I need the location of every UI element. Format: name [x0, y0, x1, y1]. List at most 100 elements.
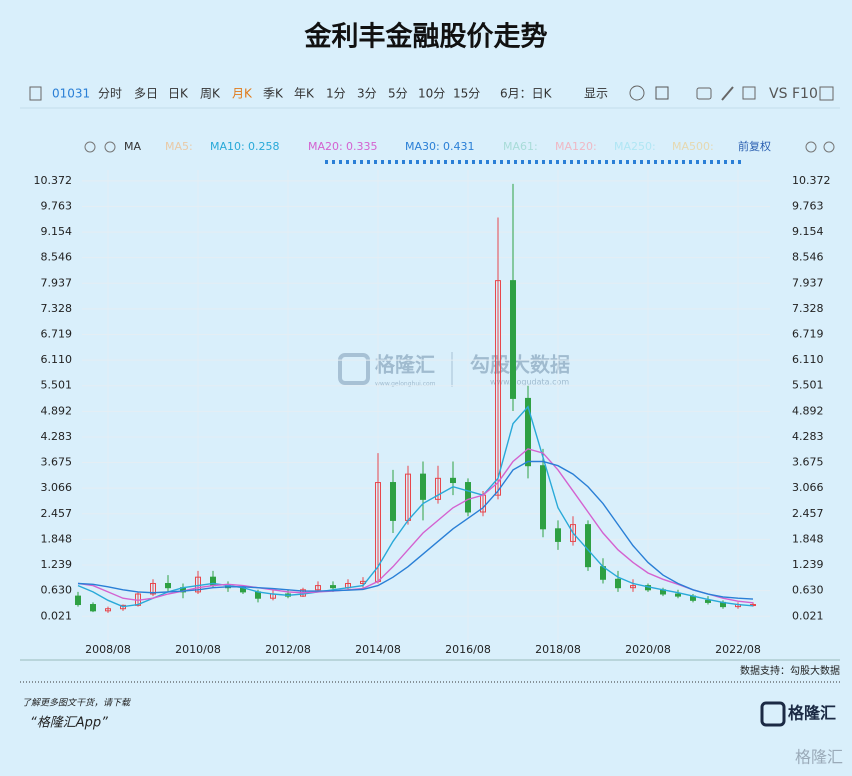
- corner-logo: 格隆汇: [795, 748, 843, 767]
- y-tick-label-right: 7.937: [792, 276, 824, 289]
- candle-body: [525, 397, 531, 467]
- panel-icon[interactable]: [819, 86, 834, 101]
- legend-inactive[interactable]: MA500:: [672, 140, 714, 153]
- logo-mark: [760, 701, 786, 727]
- period-tab[interactable]: 季K: [263, 87, 284, 101]
- y-tick-label: 3.066: [41, 481, 73, 494]
- y-tick-label-right: 6.719: [792, 328, 824, 341]
- x-tick-label: 2016/08: [445, 643, 491, 656]
- candle-body: [390, 482, 396, 521]
- watermark-url: www.gelonghui.com: [375, 381, 436, 388]
- settings-icon[interactable]: [629, 85, 645, 101]
- legend-value: 0.431: [443, 140, 475, 153]
- ma-line: [77, 460, 754, 600]
- candle-body: [165, 582, 171, 589]
- checkbox[interactable]: [655, 86, 669, 100]
- y-tick-label-right: 0.021: [792, 609, 824, 622]
- period-tab[interactable]: 分时: [98, 87, 122, 101]
- y-tick-label: 3.675: [41, 456, 73, 469]
- period-tab[interactable]: 3分: [357, 87, 377, 101]
- legend-inactive[interactable]: MA5:: [165, 140, 193, 153]
- legend-inactive[interactable]: MA120:: [555, 140, 597, 153]
- y-tick-label-right: 0.630: [792, 584, 824, 597]
- adjust-select[interactable]: 前复权: [738, 139, 771, 153]
- vs-button[interactable]: VS: [769, 86, 788, 102]
- x-tick-label: 2022/08: [715, 643, 761, 656]
- close-icon[interactable]: [104, 141, 116, 153]
- watermark-mark: [338, 353, 370, 385]
- period-tab[interactable]: 日K: [168, 87, 189, 101]
- candle-body: [555, 528, 561, 542]
- y-tick-label: 2.457: [41, 507, 73, 520]
- gear-icon[interactable]: [84, 141, 96, 153]
- x-tick-label: 2012/08: [265, 643, 311, 656]
- legend-name[interactable]: MA30:: [405, 140, 440, 153]
- legend-inactive[interactable]: MA250:: [614, 140, 656, 153]
- y-tick-label: 4.892: [41, 404, 73, 417]
- period-tab[interactable]: 多日: [134, 87, 158, 101]
- indicator-select[interactable]: MA: [124, 140, 141, 153]
- candle-body: [420, 473, 426, 500]
- x-tick-label: 2008/08: [85, 643, 131, 656]
- x-tick-label: 2020/08: [625, 643, 671, 656]
- legend-name[interactable]: MA10:: [210, 140, 245, 153]
- candle-body: [705, 599, 711, 603]
- period-tab[interactable]: 15分: [453, 87, 480, 101]
- x-tick-label: 2018/08: [535, 643, 581, 656]
- y-tick-label-right: 4.283: [792, 430, 824, 443]
- period-tab[interactable]: 年K: [294, 87, 315, 101]
- y-tick-label: 6.110: [41, 353, 73, 366]
- zoom-out[interactable]: [805, 141, 817, 153]
- y-tick-label: 10.372: [34, 174, 73, 187]
- pen-icon[interactable]: [721, 86, 734, 101]
- y-tick-label-right: 2.457: [792, 507, 824, 520]
- y-tick-label-right: 4.892: [792, 404, 824, 417]
- expand-icon[interactable]: [742, 86, 756, 100]
- candle-body: [465, 482, 471, 513]
- candle-body: [315, 585, 321, 591]
- zoom-in[interactable]: [823, 141, 835, 153]
- f10-button[interactable]: F10: [792, 86, 818, 102]
- legend-value: 0.258: [248, 140, 280, 153]
- y-tick-label-right: 3.066: [792, 481, 824, 494]
- period-tab[interactable]: 月K: [232, 87, 253, 101]
- candle-body: [585, 524, 591, 568]
- candle-body: [450, 477, 456, 484]
- candle-body: [435, 477, 441, 500]
- display-select[interactable]: 显示: [584, 87, 608, 101]
- candle-body: [105, 608, 111, 612]
- y-tick-label-right: 7.328: [792, 302, 824, 315]
- y-tick-label: 8.546: [41, 251, 73, 264]
- candle-body: [150, 582, 156, 595]
- period-tab[interactable]: 周K: [200, 87, 221, 101]
- candle-body: [615, 578, 621, 589]
- y-tick-label: 1.239: [41, 558, 73, 571]
- y-tick-label: 0.630: [41, 584, 73, 597]
- title: 金利丰金融股价走势: [304, 21, 548, 53]
- candle-body: [510, 280, 516, 399]
- legend-value: 0.335: [346, 140, 378, 153]
- ma-line: [77, 448, 754, 604]
- toolbar-icon: [29, 86, 42, 101]
- y-tick-label: 9.763: [41, 199, 73, 212]
- period-tab[interactable]: 1分: [326, 87, 346, 101]
- candle-body: [90, 604, 96, 612]
- period-tab[interactable]: 10分: [418, 87, 445, 101]
- candle-body: [120, 604, 126, 610]
- stock-code[interactable]: 01031: [52, 87, 90, 101]
- y-tick-label-right: 10.372: [792, 174, 831, 187]
- y-tick-label: 0.021: [41, 609, 73, 622]
- candle-body: [630, 585, 636, 589]
- range-select[interactable]: 6月：日K: [500, 87, 553, 101]
- legend-inactive[interactable]: MA61:: [503, 140, 538, 153]
- y-tick-label-right: 9.763: [792, 199, 824, 212]
- period-tab[interactable]: 5分: [388, 87, 408, 101]
- legend-name[interactable]: MA20:: [308, 140, 343, 153]
- y-tick-label: 7.937: [41, 276, 73, 289]
- camera-icon[interactable]: [696, 87, 712, 100]
- footer-line: 了解更多图文干货，请下载: [22, 698, 131, 709]
- candle-body: [75, 595, 81, 606]
- candle-body: [330, 585, 336, 589]
